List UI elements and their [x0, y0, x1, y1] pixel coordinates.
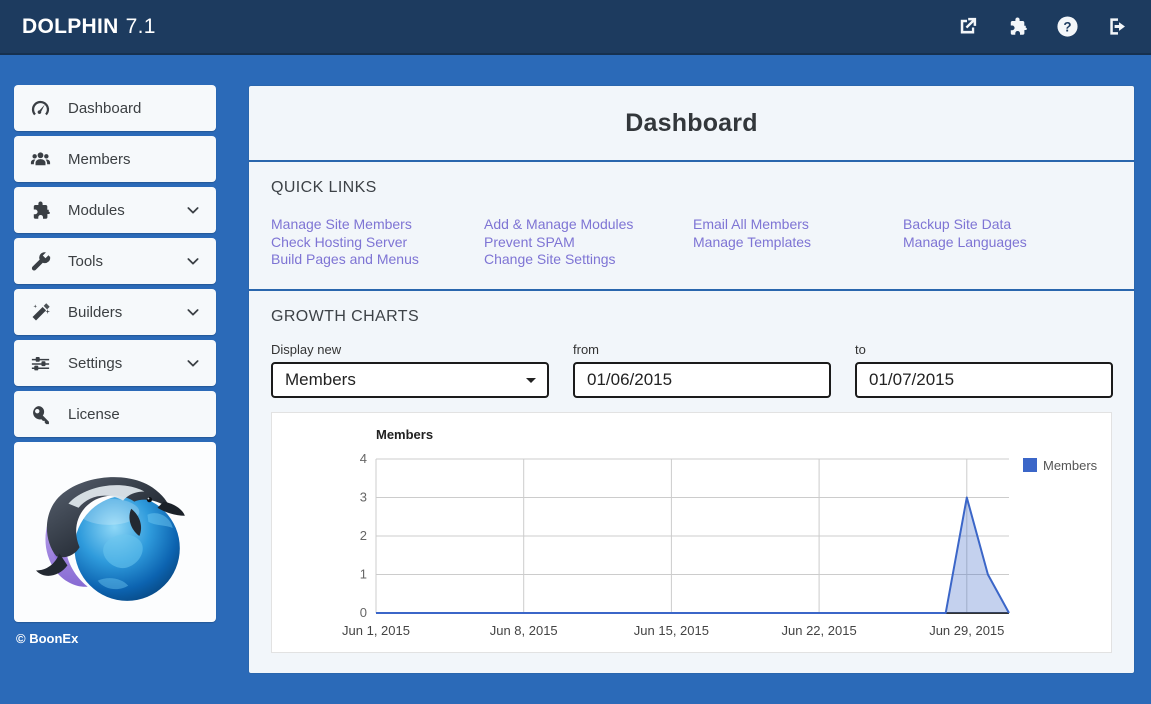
link-add-manage-modules[interactable]: Add & Manage Modules [484, 216, 634, 232]
chart-x-tick-label: Jun 29, 2015 [929, 623, 1004, 638]
link-backup-site-data[interactable]: Backup Site Data [903, 216, 1012, 232]
growth-chart-controls: Display new Members from to [271, 342, 1113, 398]
chart-legend-label: Members [1043, 458, 1098, 473]
chart-y-tick-label: 0 [360, 605, 367, 620]
chart-y-tick-label: 4 [360, 451, 367, 466]
link-manage-templates[interactable]: Manage Templates [693, 233, 812, 250]
chart-y-tick-label: 1 [360, 566, 367, 581]
chart-x-tick-label: Jun 1, 2015 [342, 623, 410, 638]
panel-divider [249, 160, 1134, 162]
magic-wand-icon [32, 302, 51, 320]
sidebar-item-label: Members [68, 150, 131, 168]
gauge-icon [31, 100, 50, 115]
sidebar-item-label: Settings [68, 354, 123, 372]
help-glyph: ? [1063, 19, 1071, 34]
quick-links-column: Email All Members Manage Templates [693, 216, 903, 269]
quick-links-panel: QUICK LINKS Manage Site Members Check Ho… [249, 162, 1134, 289]
help-icon[interactable]: ? [1056, 15, 1079, 38]
sidebar-item-label: Dashboard [68, 99, 142, 117]
main-content: Dashboard QUICK LINKS Manage Site Member… [248, 85, 1135, 674]
chevron-down-icon [187, 207, 199, 214]
to-date-field: to [855, 342, 1113, 398]
puzzle-icon[interactable] [1006, 15, 1029, 38]
sidebar-item-modules[interactable]: Modules [14, 187, 216, 233]
from-date-field: from [573, 342, 831, 398]
chevron-down-icon [187, 258, 199, 265]
page-title-panel: Dashboard [249, 86, 1134, 160]
sidebar-item-label: License [68, 405, 120, 423]
to-label: to [855, 341, 866, 357]
display-new-select-wrap: Members [271, 361, 549, 398]
users-icon [30, 151, 51, 165]
from-date-input[interactable] [573, 361, 831, 398]
sidebar-item-dashboard[interactable]: Dashboard [14, 85, 216, 131]
app-title-brand: DOLPHIN [22, 14, 119, 38]
sidebar-item-builders[interactable]: Builders [14, 289, 216, 335]
dolphin-logo-card [14, 442, 216, 622]
sidebar-item-members[interactable]: Members [14, 136, 216, 182]
topbar: DOLPHIN 7.1 ? [0, 0, 1151, 55]
display-new-label: Display new [271, 341, 342, 357]
growth-charts-heading: GROWTH CHARTS [271, 307, 420, 325]
chevron-down-icon [187, 360, 199, 367]
growth-charts-panel: GROWTH CHARTS Display new Members from t… [249, 291, 1134, 673]
chart-x-tick-label: Jun 22, 2015 [782, 623, 857, 638]
link-change-site-settings[interactable]: Change Site Settings [484, 251, 616, 267]
quick-links-grid: Manage Site Members Check Hosting Server… [271, 216, 1112, 269]
quick-links-heading: QUICK LINKS [271, 179, 377, 196]
sidebar-item-settings[interactable]: Settings [14, 340, 216, 386]
panel-divider [249, 288, 1134, 291]
display-new-field: Display new Members [271, 342, 549, 398]
sidebar: Dashboard Members Modules Tools [14, 85, 216, 646]
dolphin-logo [36, 477, 185, 601]
quick-links-column: Add & Manage Modules Prevent SPAM Change… [484, 216, 693, 269]
external-link-icon[interactable] [956, 15, 979, 38]
quick-links-column: Manage Site Members Check Hosting Server… [271, 216, 484, 269]
link-check-hosting-server[interactable]: Check Hosting Server [271, 233, 408, 250]
key-icon [33, 405, 49, 424]
chart-area-fill [376, 497, 1009, 613]
chart-title: Members [376, 427, 433, 442]
link-manage-languages[interactable]: Manage Languages [903, 233, 1027, 250]
display-new-select[interactable]: Members [271, 361, 549, 398]
page-title: Dashboard [625, 108, 758, 137]
growth-chart: Jun 1, 2015 Jun 8, 2015 Jun 15, 2015 Jun 22… [342, 427, 1098, 638]
chart-series-line [376, 496, 1010, 614]
link-prevent-spam[interactable]: Prevent SPAM [484, 233, 575, 250]
chart-x-tick-label: Jun 8, 2015 [490, 623, 558, 638]
quick-links-column: Backup Site Data Manage Languages [903, 216, 1112, 269]
puzzle-icon [33, 200, 50, 219]
growth-chart-container: Jun 1, 2015 Jun 8, 2015 Jun 15, 2015 Jun 22… [271, 411, 1112, 653]
chart-y-tick-label: 2 [360, 528, 367, 543]
from-label: from [573, 341, 599, 357]
chart-x-tick-label: Jun 15, 2015 [634, 623, 709, 638]
sidebar-item-tools[interactable]: Tools [14, 238, 216, 284]
link-email-all-members[interactable]: Email All Members [693, 216, 809, 232]
link-build-pages-and-menus[interactable]: Build Pages and Menus [271, 251, 419, 267]
copyright: © BoonEx [16, 631, 79, 646]
sidebar-item-label: Tools [68, 252, 104, 270]
sidebar-item-license[interactable]: License [14, 391, 216, 437]
to-date-input[interactable] [855, 361, 1113, 398]
app-title: DOLPHIN 7.1 [22, 15, 156, 39]
chart-legend-swatch [1023, 457, 1037, 472]
logout-icon[interactable] [1106, 15, 1129, 38]
link-manage-site-members[interactable]: Manage Site Members [271, 216, 412, 232]
app-title-version: 7.1 [125, 14, 156, 38]
chevron-down-icon [187, 309, 199, 316]
sidebar-item-label: Builders [68, 303, 123, 321]
sidebar-item-label: Modules [68, 201, 125, 219]
chart-y-tick-label: 3 [360, 489, 367, 504]
wrench-icon [31, 251, 51, 270]
topbar-actions: ? [956, 15, 1129, 38]
sliders-icon [31, 356, 50, 370]
